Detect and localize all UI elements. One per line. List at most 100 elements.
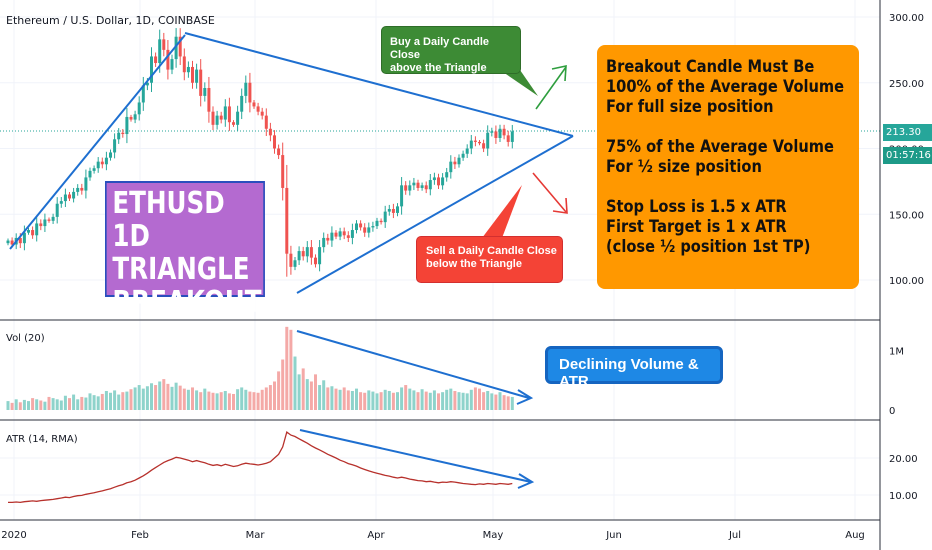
volume-bar [92, 395, 96, 410]
candle-body [453, 161, 457, 165]
volume-bar [350, 390, 354, 410]
time-tick-label: Mar [246, 530, 266, 541]
candle-body [166, 49, 170, 70]
price-tick-label: 250.00 [889, 79, 924, 90]
candle-body [268, 128, 272, 136]
volume-bar [305, 379, 309, 410]
volume-bar [301, 368, 305, 410]
candle-body [449, 161, 453, 173]
bearish-arrowhead [552, 197, 568, 214]
candle-body [338, 231, 342, 237]
sell-callout-pointer [482, 185, 522, 238]
volume-bar [367, 390, 371, 410]
candle-body [350, 230, 354, 238]
volume-bar [240, 387, 244, 410]
volume-bar [424, 391, 428, 410]
volume-bar [43, 401, 47, 410]
candle-body [289, 253, 293, 267]
volume-bar [186, 389, 190, 410]
volume-bar [326, 387, 330, 410]
candle-body [100, 161, 104, 165]
candle-body [203, 88, 207, 96]
candle-body [506, 135, 510, 142]
volume-bar [80, 396, 84, 410]
buy-callout-pointer [500, 70, 538, 96]
candle-body [51, 216, 55, 221]
candle-body [113, 139, 117, 153]
volume-bar [76, 399, 80, 410]
volume-bar [478, 388, 481, 410]
volume-bar [35, 399, 39, 410]
volume-bar [137, 385, 141, 410]
candle-body [186, 66, 190, 73]
volume-bar [47, 396, 51, 410]
candle-body [92, 168, 96, 171]
volume-bar [383, 389, 387, 410]
volume-bar [6, 401, 10, 410]
candle-body [96, 161, 100, 169]
volume-bar [264, 387, 268, 410]
volume-bar [482, 392, 486, 410]
price-tick-label: 150.00 [889, 210, 924, 221]
candle-body [424, 185, 428, 190]
candle-body [293, 260, 297, 267]
atr-tick-label: 10.00 [889, 491, 918, 502]
volume-bar [494, 394, 498, 410]
candle-body [199, 69, 203, 96]
volume-bar [334, 388, 338, 410]
time-tick-label: Jun [605, 530, 622, 541]
volume-bar [14, 399, 18, 410]
volume-bar [277, 371, 281, 410]
candle-body [88, 170, 92, 178]
volume-bar [469, 389, 473, 410]
volume-bar [125, 391, 129, 410]
uptrend-line [9, 34, 186, 250]
candle-body [211, 111, 215, 125]
volume-bar [170, 386, 174, 410]
candle-body [396, 206, 399, 213]
volume-bar [31, 398, 35, 410]
candle-body [137, 102, 141, 115]
candle-body [318, 247, 322, 265]
volume-bar [236, 389, 240, 410]
candle-body [109, 152, 112, 158]
candle-body [342, 231, 346, 236]
candle-body [383, 211, 387, 223]
candle-body [330, 232, 334, 241]
volume-bar [59, 400, 63, 410]
volume-bar [387, 390, 391, 410]
volume-bar [461, 392, 465, 410]
volume-bar [318, 385, 322, 410]
candle-body [322, 237, 326, 248]
candle-body [277, 148, 281, 156]
bearish-arrow [532, 172, 567, 213]
candle-body [379, 220, 383, 223]
volume-bar [227, 393, 231, 410]
volume-bar [293, 356, 297, 410]
atr-panel-label: ATR (14, RMA) [6, 434, 78, 445]
candle-body [219, 115, 223, 120]
volume-bar [473, 387, 477, 410]
candle-body [502, 128, 506, 136]
volume-bar [244, 389, 248, 410]
atr-tick-label: 20.00 [889, 454, 918, 465]
volume-bar [363, 392, 367, 410]
candle-body [371, 226, 375, 228]
candle-body [363, 227, 367, 233]
candle-body [240, 95, 244, 112]
candle-body [244, 82, 248, 96]
candle-body [465, 148, 469, 154]
candle-body [80, 187, 84, 191]
candle-body [117, 132, 121, 140]
info-annotation-text: Breakout Candle Must Be 100% of the Aver… [606, 57, 845, 257]
volume-bar [133, 387, 137, 410]
candle-body [76, 187, 80, 192]
atr-series [8, 431, 513, 504]
volume-bar [309, 381, 313, 410]
volume-bar [268, 385, 272, 410]
volume-bar [129, 389, 133, 410]
candle-body [420, 185, 424, 188]
candle-body [104, 157, 108, 165]
volume-bar [428, 392, 432, 410]
trend-drawings [9, 32, 574, 489]
